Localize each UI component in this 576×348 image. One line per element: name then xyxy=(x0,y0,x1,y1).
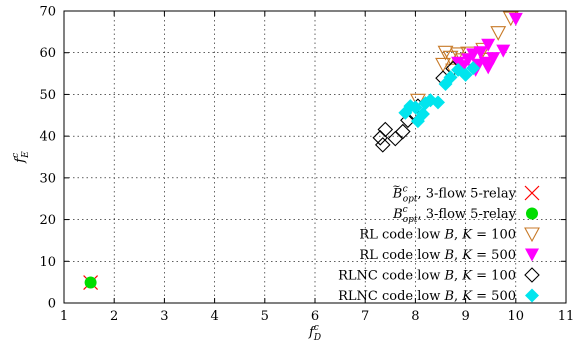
y-tick-label: 70 xyxy=(39,5,56,20)
y-tick-label: 40 xyxy=(39,130,56,145)
data-point xyxy=(496,44,511,58)
data-point xyxy=(374,137,391,153)
data-point xyxy=(461,53,476,67)
legend-entry-4: RLNC code low B, K = 100 xyxy=(338,267,540,284)
x-tick-label: 6 xyxy=(311,309,319,324)
legend-symbol xyxy=(524,267,540,283)
y-axis-label-text: fcE xyxy=(11,151,31,164)
y-tick-label: 20 xyxy=(39,213,56,228)
series-5 xyxy=(398,61,481,129)
x-tick-label: 5 xyxy=(261,309,269,324)
x-tick-label: 9 xyxy=(461,309,469,324)
data-point xyxy=(372,130,389,146)
data-point xyxy=(408,100,423,115)
series-2 xyxy=(409,11,519,109)
legend-label: Bc opt, 3-flow 5-relay xyxy=(392,205,517,225)
legend-entry-0: B~ c opt, 3-flow 5-relay xyxy=(392,182,540,205)
legend-symbol xyxy=(524,227,540,243)
x-tick-label: 11 xyxy=(558,309,575,324)
series-3 xyxy=(451,12,523,77)
y-tick-label: 60 xyxy=(39,46,56,61)
data-point xyxy=(458,67,473,82)
x-tick-label: 3 xyxy=(160,309,168,324)
data-point xyxy=(450,47,466,63)
data-point xyxy=(377,121,394,138)
x-tick-label: 4 xyxy=(210,309,218,324)
data-points xyxy=(83,11,523,290)
data-point xyxy=(400,112,416,129)
grid-lines xyxy=(64,11,566,303)
y-tick-label: 0 xyxy=(48,297,56,312)
legend-entry-3: RL code low B, K = 500 xyxy=(359,248,539,263)
axis-ticks: 1 2 3 4 5 6 7 8 9 10 11 0 10 20 30 40 50 60 70 xyxy=(39,5,574,325)
data-point xyxy=(481,38,496,52)
y-tick-label: 50 xyxy=(39,88,56,103)
legend-entry-1: Bc opt, 3-flow 5-relay xyxy=(392,205,538,225)
x-tick-label: 10 xyxy=(508,309,525,324)
x-tick-label: 7 xyxy=(361,309,369,324)
legend-label: RL code low B, K = 100 xyxy=(359,228,516,243)
data-point xyxy=(418,96,433,111)
x-tick-label: 8 xyxy=(411,309,419,324)
data-point xyxy=(415,107,430,122)
data-point xyxy=(508,12,523,26)
data-point xyxy=(486,52,501,66)
x-axis-label: fc D xyxy=(308,323,321,343)
data-point xyxy=(430,95,445,110)
y-tick-label: 10 xyxy=(39,255,56,270)
legend-symbol xyxy=(525,288,539,303)
y-axis-label: fcE xyxy=(11,151,31,164)
data-point xyxy=(437,45,454,61)
series-1 xyxy=(84,276,97,289)
legend-entry-2: RL code low B, K = 100 xyxy=(359,227,540,243)
data-point xyxy=(84,276,97,289)
legend-label: RL code low B, K = 500 xyxy=(359,248,516,263)
data-point xyxy=(387,130,404,147)
legend-entry-5: RLNC code low B, K = 500 xyxy=(338,288,539,304)
x-tick-label: 2 xyxy=(110,309,118,324)
data-point xyxy=(466,61,481,76)
legend-symbol xyxy=(526,207,538,220)
x-tick-label: 1 xyxy=(60,309,68,324)
data-point xyxy=(443,70,458,85)
legend-symbol xyxy=(524,185,540,201)
y-tick-label: 30 xyxy=(39,171,56,186)
legend-label: B~ c opt, 3-flow 5-relay xyxy=(392,182,517,205)
data-point xyxy=(481,61,496,75)
data-point xyxy=(490,26,507,41)
data-point xyxy=(471,58,486,72)
legend-symbol xyxy=(525,248,539,262)
legend-label: RLNC code low B, K = 500 xyxy=(338,289,516,304)
legend-label: RLNC code low B, K = 100 xyxy=(338,269,516,284)
x-axis-label-text: fc D xyxy=(308,323,321,343)
